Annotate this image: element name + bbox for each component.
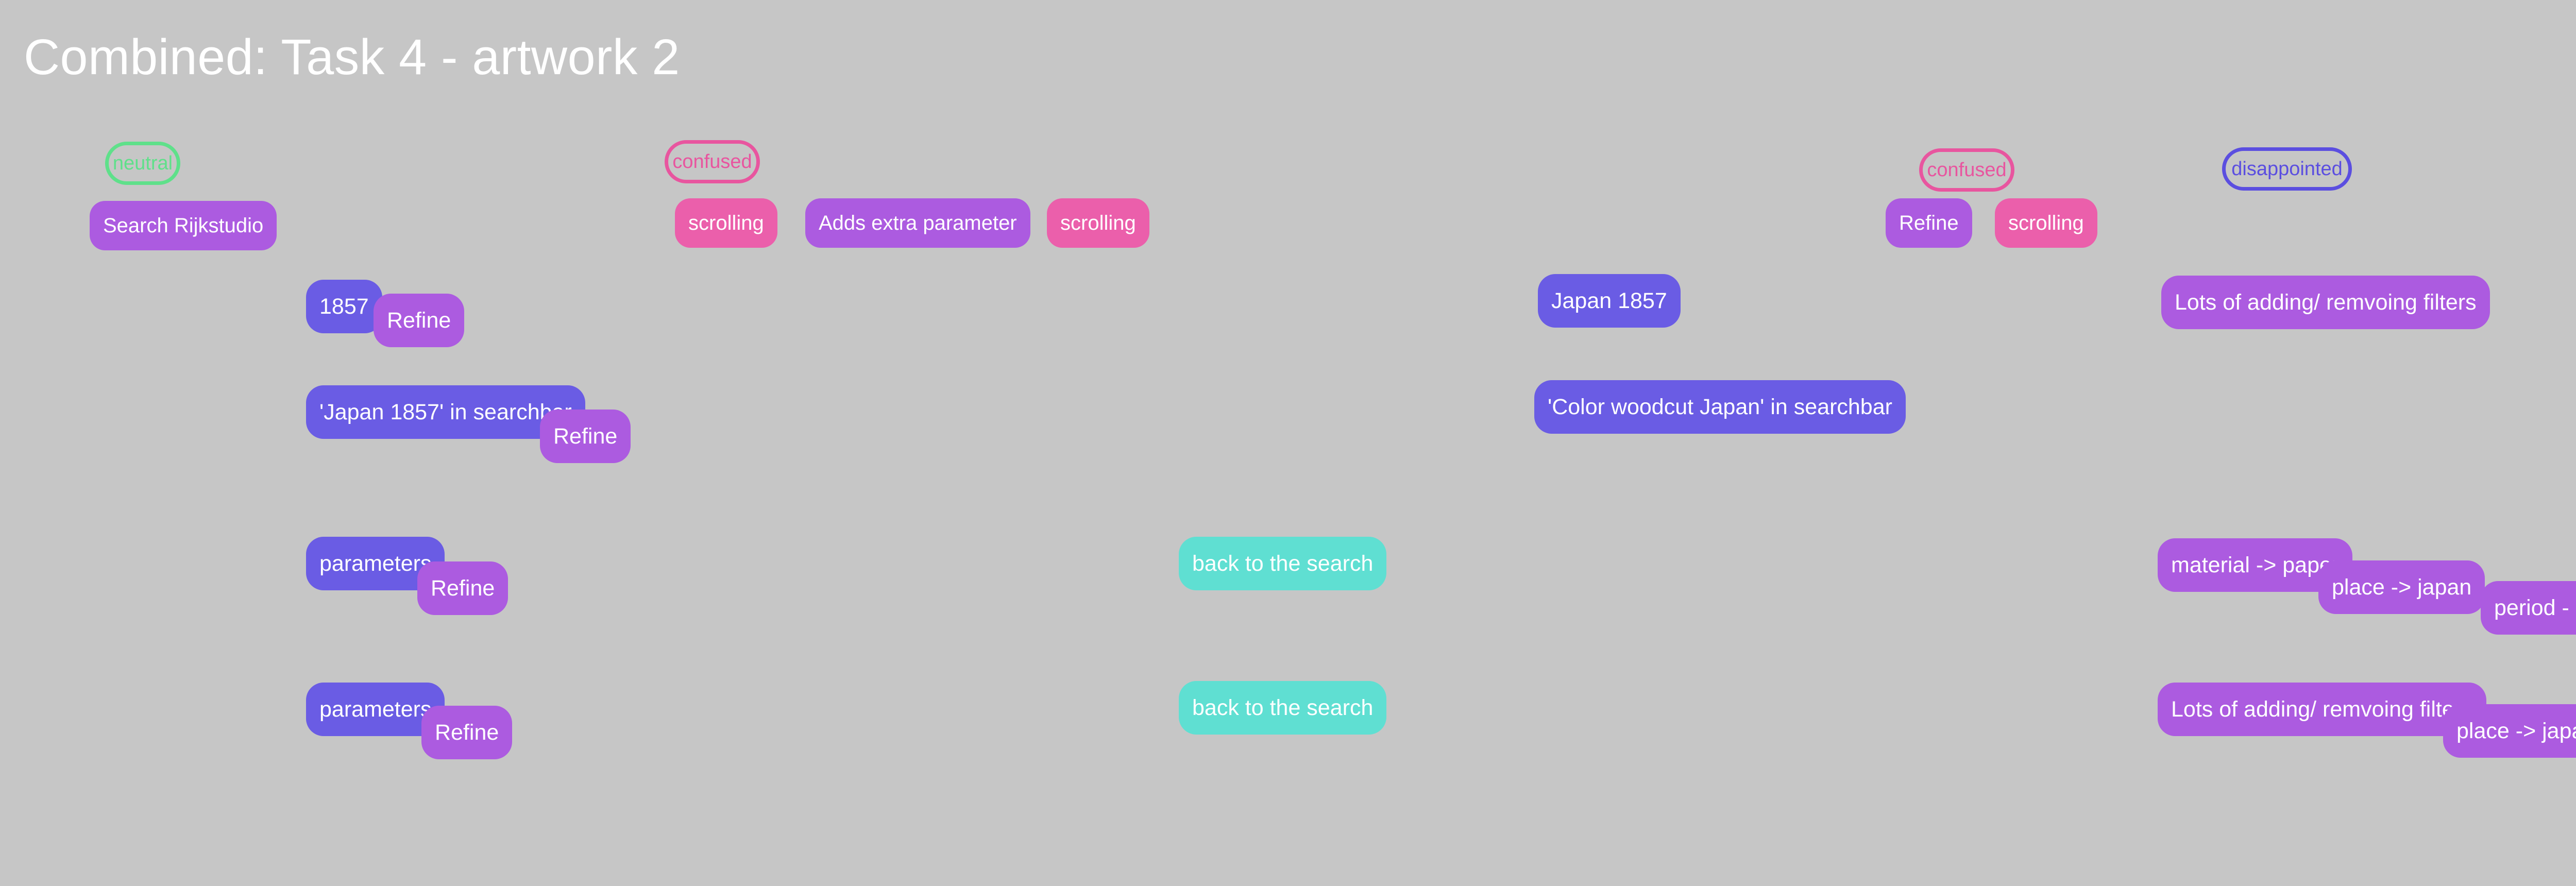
card-label: Refine [387, 308, 451, 333]
emotion-pill-neutral[interactable]: neutral [105, 142, 180, 185]
card-label: Refine [431, 575, 495, 601]
card-label: Lots of adding/ remvoing filters [2175, 289, 2477, 315]
emotion-pill-label: neutral [112, 152, 173, 174]
card-refine-searchbar[interactable]: Refine [540, 410, 631, 463]
card-place-japan-2[interactable]: place -> japan [2443, 704, 2576, 758]
emotion-pill-disappointed[interactable]: disappointed [2222, 147, 2352, 191]
card-refine-top[interactable]: Refine [1886, 198, 1972, 248]
card-back-to-search-1[interactable]: back to the search [1179, 537, 1387, 590]
emotion-pill-confused-1[interactable]: confused [665, 140, 760, 183]
card-label: scrolling [688, 212, 764, 234]
card-color-woodcut-searchbar[interactable]: 'Color woodcut Japan' in searchbar [1534, 380, 1906, 434]
card-scrolling-1[interactable]: scrolling [675, 198, 777, 248]
emotion-pill-confused-2[interactable]: confused [1919, 148, 2014, 192]
page-title: Combined: Task 4 - artwork 2 [24, 29, 680, 85]
card-adds-extra-parameter[interactable]: Adds extra parameter [805, 198, 1030, 248]
card-period-19th-century-1[interactable]: period - 19th century [2481, 581, 2576, 635]
card-place-japan-1[interactable]: place -> japan [2318, 560, 2485, 614]
card-label: scrolling [1060, 212, 1136, 234]
card-label: scrolling [2008, 212, 2084, 234]
card-back-to-search-2[interactable]: back to the search [1179, 681, 1387, 735]
card-label: parameters [319, 696, 432, 722]
card-search-rijkstudio[interactable]: Search Rijkstudio [90, 201, 277, 250]
card-scrolling-2[interactable]: scrolling [1047, 198, 1149, 248]
emotion-pill-label: disappointed [2231, 158, 2343, 180]
card-label: Adds extra parameter [819, 212, 1017, 234]
card-label: Refine [553, 423, 618, 449]
card-label: parameters [319, 551, 432, 576]
card-scrolling-3[interactable]: scrolling [1995, 198, 2097, 248]
card-refine-parameters-2[interactable]: Refine [421, 706, 513, 759]
card-label: Refine [435, 720, 499, 745]
card-refine-1857[interactable]: Refine [374, 294, 465, 347]
card-label: 'Japan 1857' in searchbar [319, 399, 572, 424]
card-lots-of-filters-1[interactable]: Lots of adding/ remvoing filters [2161, 276, 2490, 329]
emotion-pill-label: confused [1927, 159, 2007, 181]
emotion-pill-label: confused [672, 151, 752, 173]
card-label: Lots of adding/ remvoing filters [2171, 696, 2473, 722]
card-label: place -> japan [2456, 718, 2576, 743]
card-label: 1857 [319, 294, 369, 319]
card-label: 'Color woodcut Japan' in searchbar [1548, 394, 1892, 419]
card-label: Search Rijkstudio [103, 214, 264, 237]
card-label: Japan 1857 [1551, 288, 1667, 313]
card-lots-of-filters-2[interactable]: Lots of adding/ remvoing filters [2158, 683, 2486, 736]
card-japan-1857-searchbar[interactable]: 'Japan 1857' in searchbar [306, 385, 585, 439]
card-1857[interactable]: 1857 [306, 280, 382, 333]
card-label: material -> paper [2171, 552, 2340, 577]
card-japan-1857[interactable]: Japan 1857 [1538, 274, 1681, 328]
card-label: back to the search [1192, 695, 1374, 720]
card-label: place -> japan [2332, 574, 2472, 600]
card-label: period - 19th century [2494, 595, 2576, 620]
card-label: back to the search [1192, 551, 1374, 576]
card-refine-parameters-1[interactable]: Refine [417, 561, 509, 615]
card-label: Refine [1899, 212, 1959, 234]
card-parameters-2[interactable]: parameters [306, 683, 445, 736]
